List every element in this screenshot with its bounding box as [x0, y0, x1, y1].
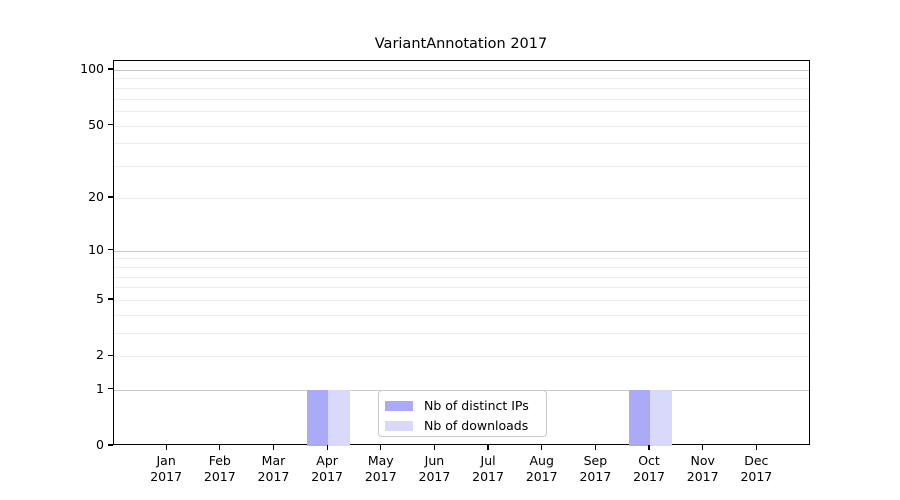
x-tick-month: Feb: [208, 453, 231, 468]
y-axis-tick: [108, 196, 113, 198]
x-tick-label-apr: Apr 2017: [299, 453, 355, 484]
x-tick-label-jan: Jan 2017: [138, 453, 194, 484]
gridline-minor: [113, 314, 809, 316]
x-axis-tick: [219, 445, 221, 450]
x-axis-tick: [594, 445, 596, 450]
x-tick-month: Aug: [529, 453, 554, 468]
x-tick-label-nov: Nov 2017: [675, 453, 731, 484]
x-axis-tick: [326, 445, 328, 450]
x-tick-month: Dec: [744, 453, 769, 468]
x-tick-month: Jun: [424, 453, 445, 468]
y-tick-label: 10: [88, 241, 104, 257]
x-axis-tick: [648, 445, 650, 450]
x-tick-label-jul: Jul 2017: [460, 453, 516, 484]
x-axis-tick: [272, 445, 275, 450]
gridline-minor: [113, 276, 809, 278]
x-tick-year: 2017: [203, 468, 236, 484]
x-axis-tick: [433, 445, 435, 450]
x-tick-year: 2017: [257, 468, 290, 484]
x-axis-tick: [541, 445, 543, 450]
x-tick-year: 2017: [525, 468, 558, 484]
x-tick-month: Jan: [156, 453, 176, 468]
x-tick-year: 2017: [311, 468, 344, 484]
gridline-minor: [113, 143, 809, 145]
gridline-major: [113, 250, 809, 252]
gridline-minor: [113, 111, 809, 113]
x-axis-tick: [487, 445, 489, 450]
gridline-minor: [113, 287, 809, 289]
bar-distinct-ips-apr: [306, 389, 329, 446]
legend-label-distinct-ips: Nb of distinct IPs: [424, 397, 529, 413]
x-tick-year: 2017: [472, 468, 504, 484]
legend-item-downloads: Nb of downloads: [379, 417, 546, 434]
x-tick-year: 2017: [418, 468, 451, 484]
x-axis-tick: [380, 445, 382, 450]
y-axis-tick: [108, 68, 113, 70]
plot-area: [112, 60, 810, 446]
x-tick-year: 2017: [150, 468, 183, 484]
bar-distinct-ips-oct: [628, 389, 651, 446]
x-tick-month: Apr: [316, 453, 338, 468]
y-axis-tick: [108, 387, 113, 390]
gridline-minor: [113, 125, 809, 127]
gridline-minor: [113, 300, 809, 302]
gridline-minor: [113, 197, 809, 199]
y-tick-label: 5: [96, 291, 104, 307]
x-tick-label-dec: Dec 2017: [728, 453, 784, 484]
bar-downloads-oct: [650, 389, 672, 446]
x-tick-month: Sep: [583, 453, 608, 468]
chart-title: VariantAnnotation 2017: [374, 36, 548, 52]
legend-label-downloads: Nb of downloads: [424, 417, 529, 433]
x-tick-label-aug: Aug 2017: [514, 453, 570, 484]
y-axis-tick: [108, 249, 113, 251]
gridline-minor: [113, 333, 809, 335]
x-tick-label-feb: Feb 2017: [192, 453, 248, 484]
x-tick-year: 2017: [633, 468, 665, 484]
x-tick-label-sep: Sep 2017: [567, 453, 623, 484]
x-tick-month: Mar: [261, 453, 286, 468]
y-axis-tick: [108, 444, 113, 446]
x-axis-tick: [702, 445, 704, 450]
x-tick-label-jun: Jun 2017: [406, 453, 462, 484]
y-axis-tick: [108, 354, 113, 357]
y-tick-label: 100: [80, 61, 104, 76]
gridline-minor: [113, 356, 809, 358]
y-tick-label: 20: [88, 188, 104, 204]
x-tick-month: Jul: [480, 453, 496, 468]
gridline-minor: [113, 78, 809, 80]
x-axis-tick: [165, 445, 167, 450]
x-tick-month: Nov: [690, 453, 715, 468]
x-tick-year: 2017: [686, 468, 719, 484]
gridline-minor: [113, 266, 809, 268]
gridline-minor: [113, 87, 809, 89]
x-tick-label-may: May 2017: [353, 453, 409, 484]
y-axis-tick: [108, 298, 113, 300]
x-tick-month: Oct: [638, 453, 660, 468]
y-tick-label: 0: [96, 437, 104, 452]
y-tick-label: 1: [96, 380, 104, 396]
gridline-minor: [113, 258, 809, 260]
y-tick-label: 50: [88, 116, 104, 132]
x-tick-month: May: [367, 453, 394, 468]
gridline-major: [113, 70, 809, 71]
x-tick-label-oct: Oct 2017: [621, 453, 677, 484]
y-tick-label: 2: [96, 347, 104, 363]
y-axis-tick: [108, 124, 113, 126]
x-tick-label-mar: Mar 2017: [245, 453, 301, 484]
legend: Nb of distinct IPs Nb of downloads: [378, 390, 547, 437]
legend-swatch-downloads-icon: [385, 420, 413, 431]
x-axis-tick: [755, 445, 757, 450]
gridline-minor: [113, 98, 809, 100]
x-tick-year: 2017: [364, 468, 397, 484]
x-tick-year: 2017: [579, 468, 612, 484]
x-tick-year: 2017: [740, 468, 773, 484]
legend-item-distinct-ips: Nb of distinct IPs: [379, 397, 546, 414]
bar-downloads-apr: [328, 389, 350, 446]
gridline-minor: [113, 166, 809, 168]
legend-swatch-distinct-ips-icon: [385, 400, 413, 411]
